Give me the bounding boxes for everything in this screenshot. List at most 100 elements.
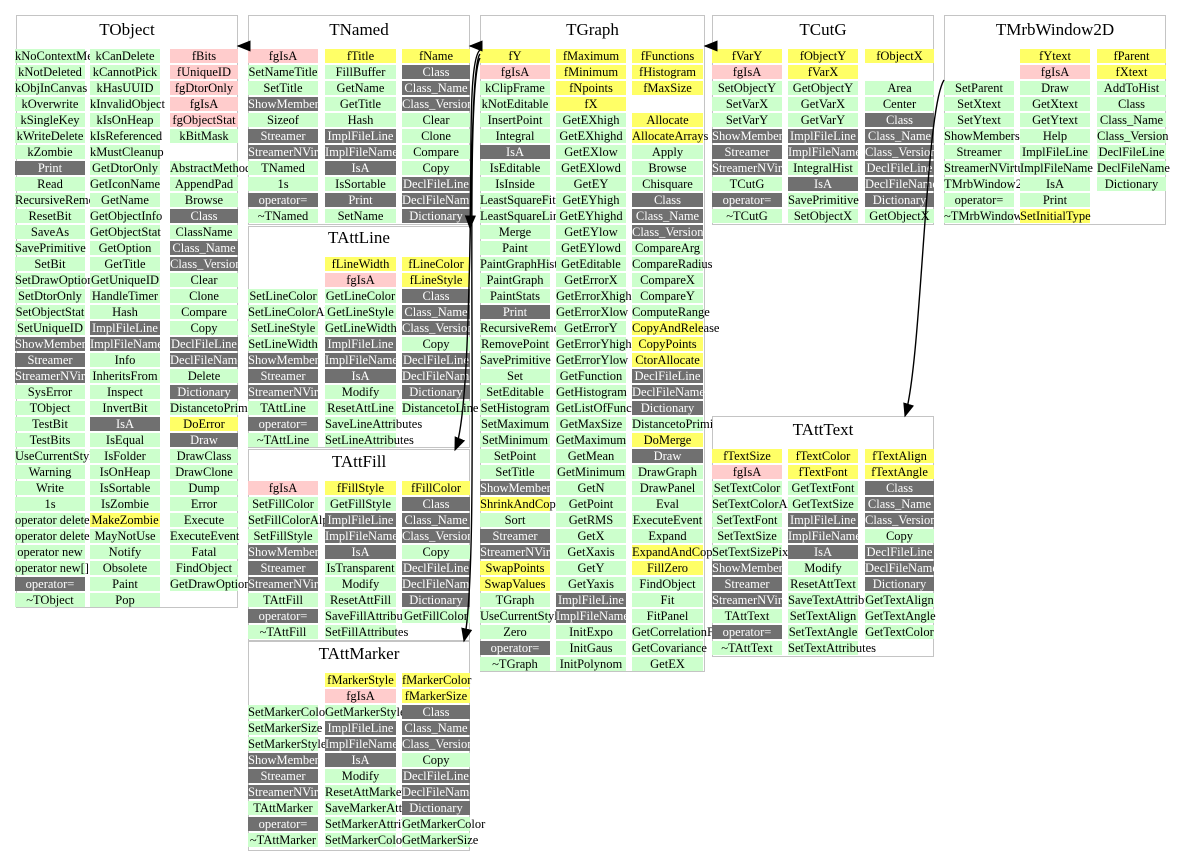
member-setname: SetName xyxy=(325,209,396,223)
member-implfilename: ImplFileName xyxy=(325,145,398,159)
member-class: Class xyxy=(1097,97,1166,111)
member-sizeof: Sizeof xyxy=(248,113,318,127)
member-read: Read xyxy=(15,177,85,191)
member-class-name: Class_Name xyxy=(1097,113,1166,127)
member-tnamed: TNamed xyxy=(248,161,318,175)
member-showmembers: ShowMembers xyxy=(712,561,788,575)
member-setmarkerstyle: SetMarkerStyle xyxy=(248,737,327,751)
member-settitle: SetTitle xyxy=(248,81,318,95)
member-ctorallocate: CtorAllocate xyxy=(632,353,703,367)
member-implfilename: ImplFileName xyxy=(325,737,398,751)
member-fgisa: fgIsA xyxy=(170,97,238,111)
member-knotdeleted: kNotDeleted xyxy=(15,65,85,79)
member-expandandcopy: ExpandAndCopy xyxy=(632,545,719,559)
member-computerange: ComputeRange xyxy=(632,305,710,319)
member-resetattline: ResetAttLine xyxy=(325,401,396,415)
member-implfileline: ImplFileLine xyxy=(788,513,858,527)
member-getdtoronly: GetDtorOnly xyxy=(90,161,160,175)
member-setlinestyle: SetLineStyle xyxy=(248,321,318,335)
member-obsolete: Obsolete xyxy=(90,561,160,575)
member-declfileline: DeclFileLine xyxy=(402,353,470,367)
member-drawclass: DrawClass xyxy=(170,449,238,463)
member-streamer: Streamer xyxy=(248,561,318,575)
member-issortable: IsSortable xyxy=(325,177,396,191)
member-fatal: Fatal xyxy=(170,545,238,559)
member-fgisa: fgIsA xyxy=(480,65,550,79)
member-showmembers: ShowMembers xyxy=(15,337,91,351)
member-maynotuse: MayNotUse xyxy=(90,529,160,543)
member-settextattributes: SetTextAttributes xyxy=(788,641,877,655)
member-fx: fX xyxy=(556,97,626,111)
member-copy: Copy xyxy=(402,545,470,559)
member-warning: Warning xyxy=(15,465,85,479)
member-getlinecolor: GetLineColor xyxy=(325,289,396,303)
member-setparent: SetParent xyxy=(944,81,1014,95)
member-geterrorylow: GetErrorYlow xyxy=(556,353,629,367)
member-fxtext: fXtext xyxy=(1097,65,1166,79)
member-setnametitle: SetNameTitle xyxy=(248,65,318,79)
member-isa: IsA xyxy=(325,545,396,559)
member-gettextsize: GetTextSize xyxy=(788,497,858,511)
member-getmean: GetMean xyxy=(556,449,626,463)
member-chisquare: Chisquare xyxy=(632,177,703,191)
member-center: Center xyxy=(865,97,934,111)
member-streamer: Streamer xyxy=(712,145,782,159)
member-fy: fY xyxy=(480,49,550,63)
member-getxtext: GetXtext xyxy=(1020,97,1090,111)
member-fbits: fBits xyxy=(170,49,238,63)
member-insertpoint: InsertPoint xyxy=(480,113,550,127)
member-geteyhighd: GetEYhighd xyxy=(556,209,626,223)
member-setytext: SetYtext xyxy=(944,113,1014,127)
member-fvary: fVarY xyxy=(712,49,782,63)
member-modify: Modify xyxy=(325,769,396,783)
member-getvarx: GetVarX xyxy=(788,97,858,111)
member-getrms: GetRMS xyxy=(556,513,626,527)
member-declfilename: DeclFileName xyxy=(402,369,475,383)
member-tattmarker: TAttMarker xyxy=(248,801,318,815)
member-isa: IsA xyxy=(325,369,396,383)
member-allocate: Allocate xyxy=(632,113,703,127)
member-implfileline: ImplFileLine xyxy=(788,129,858,143)
member-declfileline: DeclFileLine xyxy=(865,545,934,559)
member-handletimer: HandleTimer xyxy=(90,289,160,303)
member-executeevent: ExecuteEvent xyxy=(170,529,240,543)
member-swapvalues: SwapValues xyxy=(480,577,550,591)
member-declfileline: DeclFileLine xyxy=(865,161,934,175)
member-operator-new: operator new[] xyxy=(15,561,89,575)
member-class: Class xyxy=(170,209,238,223)
member-streamer: Streamer xyxy=(712,577,782,591)
member-hash: Hash xyxy=(325,113,396,127)
member-fmaximum: fMaximum xyxy=(556,49,626,63)
member-appendpad: AppendPad xyxy=(170,177,238,191)
member-expand: Expand xyxy=(632,529,703,543)
member-drawgraph: DrawGraph xyxy=(632,465,703,479)
member-declfileline: DeclFileLine xyxy=(402,561,470,575)
member-fmaxsize: fMaxSize xyxy=(632,81,703,95)
member-setdtoronly: SetDtorOnly xyxy=(15,289,85,303)
member-setobjecty: SetObjectY xyxy=(712,81,782,95)
member-getexhigh: GetEXhigh xyxy=(556,113,626,127)
member-class-version: Class_Version xyxy=(865,513,937,527)
member-operator: operator= xyxy=(944,193,1014,207)
member-streamernvirtual: StreamerNVirtual xyxy=(712,161,801,175)
member-setmarkersize: SetMarkerSize xyxy=(248,721,323,735)
member-initgaus: InitGaus xyxy=(556,641,626,655)
member-fgisa: fgIsA xyxy=(248,481,318,495)
member-getcovariance: GetCovariance xyxy=(632,641,707,655)
member-notify: Notify xyxy=(90,545,160,559)
member-execute: Execute xyxy=(170,513,238,527)
member-streamernvirtual: StreamerNVirtual xyxy=(480,545,569,559)
member-recursiveremove: RecursiveRemove xyxy=(480,321,572,335)
member-comparey: CompareY xyxy=(632,289,703,303)
member-tcutg: TCutG xyxy=(712,177,782,191)
member-knocontextmenu: kNoContextMenu xyxy=(15,49,106,63)
member-sort: Sort xyxy=(480,513,550,527)
member-dictionary: Dictionary xyxy=(1097,177,1166,191)
class-title: TMrbWindow2D xyxy=(995,20,1115,39)
member-iszombie: IsZombie xyxy=(90,497,160,511)
member-geteylowd: GetEYlowd xyxy=(556,241,626,255)
class-title: TCutG xyxy=(799,20,847,39)
member-fitpanel: FitPanel xyxy=(632,609,703,623)
member-ftextsize: fTextSize xyxy=(712,449,782,463)
member-kobjincanvas: kObjInCanvas xyxy=(15,81,88,95)
